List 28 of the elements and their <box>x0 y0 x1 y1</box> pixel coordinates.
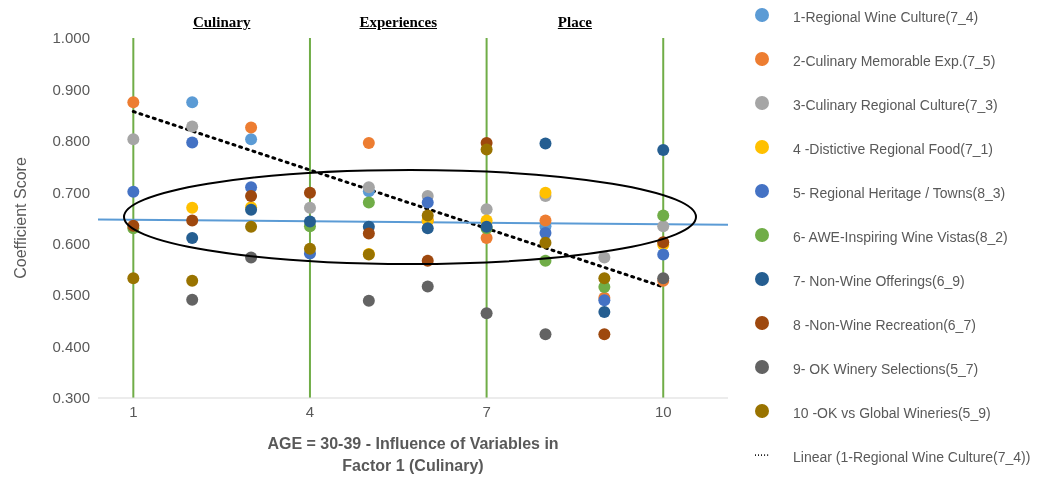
legend-label: 1-Regional Wine Culture(7_4) <box>793 8 980 26</box>
y-axis-title: Coefficient Score <box>11 157 29 279</box>
legend-label: 4 -Distictive Regional Food(7_1) <box>793 140 994 158</box>
legend-label: 6- AWE-Inspiring Wine Vistas(8_2) <box>793 228 1009 246</box>
y-tick-label: 0.700 <box>52 183 90 201</box>
y-tick-label: 0.900 <box>52 80 90 98</box>
x-tick-label: 4 <box>305 402 315 420</box>
legend-label: 5- Regional Heritage / Towns(8_3) <box>793 184 1007 202</box>
legend-label: 10 -OK vs Global Wineries(5_9) <box>793 404 992 422</box>
legend-label: 8 -Non-Wine Recreation(6_7) <box>793 316 977 334</box>
legend-label: 3-Culinary Regional Culture(7_3) <box>793 96 999 114</box>
y-tick-label: 0.800 <box>52 132 90 150</box>
legend-label: 7- Non-Wine Offerings(6_9) <box>793 272 966 290</box>
text: Experiences <box>358 14 438 31</box>
legend-label: 2-Culinary Memorable Exp.(7_5) <box>793 52 997 70</box>
y-tick-label: 0.300 <box>52 389 90 407</box>
y-tick-label: 0.400 <box>52 337 90 355</box>
x-tick-label: 1 <box>129 402 138 420</box>
x-axis-title: AGE = 30-39 - Influence of Variables in Factor 1 (Culinary) <box>266 434 560 476</box>
x-tick-label: 7 <box>482 402 491 420</box>
y-tick-label: 0.600 <box>52 235 90 253</box>
text: Place <box>556 14 593 31</box>
legend-label: 9- OK Winery Selections(5_7) <box>793 360 980 378</box>
y-tick-label: 1.000 <box>52 29 90 47</box>
legend-label: Linear (1-Regional Wine Culture(7_4)) <box>793 448 1032 466</box>
y-tick-label: 0.500 <box>52 286 90 304</box>
text: Culinary <box>191 14 252 31</box>
x-tick-label: 10 <box>654 402 672 420</box>
